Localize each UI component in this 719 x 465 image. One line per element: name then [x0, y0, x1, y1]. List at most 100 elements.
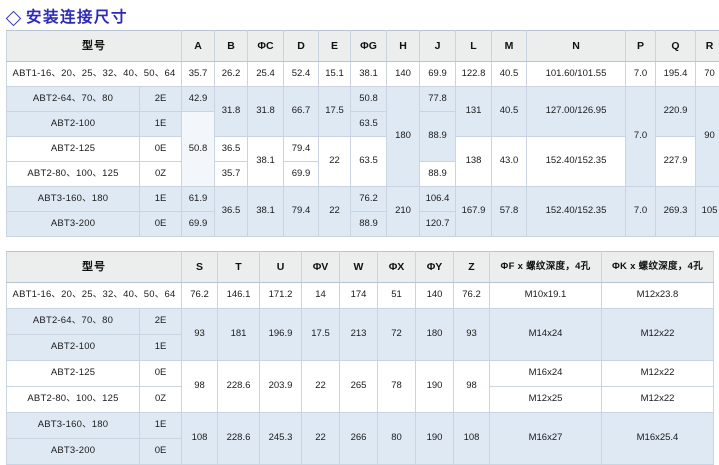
cell-d: 69.9: [284, 162, 319, 187]
cell-d: 79.4: [284, 137, 319, 162]
cell-u: 171.2: [260, 283, 302, 309]
cell-q: 195.4: [656, 62, 696, 87]
col-head-u: U: [260, 252, 302, 283]
cell-model: ABT2-64、70、80: [7, 87, 140, 112]
cell-z: 93: [454, 309, 490, 361]
cell-e: 22: [319, 187, 351, 237]
table-row: ABT3-160、180 1E 61.9 36.5 38.1 79.4 22 7…: [7, 187, 719, 212]
cell-e: 22: [319, 137, 351, 187]
cell-b: 36.5: [215, 187, 248, 237]
col-head-phi-x: ΦX: [378, 252, 416, 283]
cell-code: 1E: [140, 335, 182, 361]
cell-w: 213: [340, 309, 378, 361]
cell-phi-f-thread: M16x27: [490, 413, 602, 465]
cell-b: 26.2: [215, 62, 248, 87]
cell-z: 76.2: [454, 283, 490, 309]
cell-q: 269.3: [656, 187, 696, 237]
cell-model: ABT3-160、180: [7, 413, 140, 439]
cell-phi-y: 190: [416, 361, 454, 413]
col-head-q: Q: [656, 31, 696, 62]
cell-p: 7.0: [626, 62, 656, 87]
cell-s: 98: [182, 361, 218, 413]
cell-t: 146.1: [218, 283, 260, 309]
cell-code: 1E: [140, 413, 182, 439]
cell-phi-c: 38.1: [248, 187, 284, 237]
cell-model: ABT2-125: [7, 137, 140, 162]
table-1-header-row: 型号 A B ΦC D E ΦG H J L M N P Q R: [7, 31, 719, 62]
cell-phi-c: 31.8: [248, 87, 284, 137]
cell-phi-y: 180: [416, 309, 454, 361]
cell-phi-f-thread: M10x19.1: [490, 283, 602, 309]
cell-m: 40.5: [492, 87, 527, 137]
cell-n: 127.00/126.95: [527, 87, 626, 137]
cell-phi-g: 50.8: [351, 87, 387, 112]
cell-h: 180: [387, 87, 420, 187]
cell-a: 61.9: [182, 187, 215, 212]
diamond-icon: [6, 10, 22, 26]
cell-phi-c: 38.1: [248, 137, 284, 187]
cell-n: 152.40/152.35: [527, 137, 626, 187]
col-head-s: S: [182, 252, 218, 283]
cell-b: 31.8: [215, 87, 248, 137]
cell-j: 88.9: [420, 112, 456, 162]
cell-n: 152.40/152.35: [527, 187, 626, 237]
cell-t: 181: [218, 309, 260, 361]
table-row: ABT2-125 0E 98 228.6 203.9 22 265 78 190…: [7, 361, 714, 387]
cell-phi-f-thread: M16x24: [490, 361, 602, 387]
cell-l: 131: [456, 87, 492, 137]
cell-code: 0E: [140, 361, 182, 387]
cell-phi-y: 190: [416, 413, 454, 465]
cell-phi-k-thread: M12x22: [602, 361, 714, 387]
cell-phi-v: 22: [302, 413, 340, 465]
table-row: ABT2-125 0E 36.5 38.1 79.4 22 63.5 138 4…: [7, 137, 719, 162]
col-head-phi-v: ΦV: [302, 252, 340, 283]
mounting-dimension-table-2: 型号 S T U ΦV W ΦX ΦY Z ΦF x 螺纹深度，4孔 ΦK x …: [6, 251, 714, 465]
cell-m: 43.0: [492, 137, 527, 187]
col-head-model: 型号: [7, 31, 182, 62]
cell-u: 196.9: [260, 309, 302, 361]
cell-code: 1E: [140, 112, 182, 137]
cell-j: 69.9: [420, 62, 456, 87]
cell-model: ABT2-100: [7, 112, 140, 137]
cell-z: 108: [454, 413, 490, 465]
cell-phi-g: 88.9: [351, 212, 387, 237]
col-head-m: M: [492, 31, 527, 62]
cell-model: ABT2-80、100、125: [7, 387, 140, 413]
cell-phi-k-thread: M16x25.4: [602, 413, 714, 465]
col-head-model: 型号: [7, 252, 182, 283]
cell-phi-x: 78: [378, 361, 416, 413]
cell-model: ABT1-16、20、25、32、40、50、64: [7, 62, 182, 87]
cell-s: 76.2: [182, 283, 218, 309]
col-head-a: A: [182, 31, 215, 62]
cell-b: 36.5: [215, 137, 248, 162]
table-row: ABT2-64、70、80 2E 42.9 31.8 31.8 66.7 17.…: [7, 87, 719, 112]
cell-model: ABT2-80、100、125: [7, 162, 140, 187]
cell-phi-v: 17.5: [302, 309, 340, 361]
cell-code: 2E: [140, 87, 182, 112]
cell-a: 42.9: [182, 87, 215, 112]
cell-s: 108: [182, 413, 218, 465]
cell-phi-c: 25.4: [248, 62, 284, 87]
cell-h: 140: [387, 62, 420, 87]
cell-u: 245.3: [260, 413, 302, 465]
table-1-wrapper: 型号 A B ΦC D E ΦG H J L M N P Q R: [0, 30, 719, 237]
cell-h: 210: [387, 187, 420, 237]
cell-z: 98: [454, 361, 490, 413]
cell-w: 266: [340, 413, 378, 465]
cell-m: 40.5: [492, 62, 527, 87]
cell-code: 0Z: [140, 387, 182, 413]
cell-s: 93: [182, 309, 218, 361]
col-head-p: P: [626, 31, 656, 62]
cell-code: 0E: [140, 137, 182, 162]
cell-code: 0Z: [140, 162, 182, 187]
table-separator: [0, 237, 719, 251]
cell-phi-v: 14: [302, 283, 340, 309]
cell-j: 77.8: [420, 87, 456, 112]
cell-phi-x: 51: [378, 283, 416, 309]
cell-l: 138: [456, 137, 492, 187]
cell-q: 220.9: [656, 87, 696, 137]
cell-d: 66.7: [284, 87, 319, 137]
cell-j: 106.4: [420, 187, 456, 212]
col-head-e: E: [319, 31, 351, 62]
col-head-phi-k-thread: ΦK x 螺纹深度，4孔: [602, 252, 714, 283]
